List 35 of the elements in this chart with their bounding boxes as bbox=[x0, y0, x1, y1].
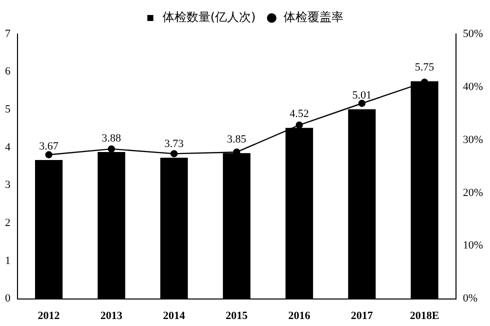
y-tick-label: 4 bbox=[5, 141, 11, 154]
y2-tick-label: 40% bbox=[462, 80, 484, 93]
x-tick-label: 2013 bbox=[100, 310, 123, 322]
data-label: 3.67 bbox=[39, 140, 59, 152]
point bbox=[108, 145, 116, 153]
y-tick-label: 7 bbox=[5, 28, 11, 40]
x-tick-label: 2012 bbox=[38, 310, 60, 322]
y2-tick-label: 10% bbox=[462, 240, 484, 252]
data-label: 5.01 bbox=[352, 90, 372, 102]
x-tick-label: 2017 bbox=[350, 310, 374, 322]
point bbox=[296, 121, 303, 129]
y2-tick-label: 50% bbox=[462, 28, 484, 40]
y-tick-label: 6 bbox=[5, 66, 11, 78]
y2-tick-label: 0% bbox=[462, 292, 478, 305]
x-tick-label: 2016 bbox=[288, 310, 311, 322]
point bbox=[45, 151, 52, 158]
x-tick-label: 2015 bbox=[226, 310, 248, 322]
x-tick-label: 2014 bbox=[163, 310, 186, 322]
x-tick-label: 2018E bbox=[410, 310, 440, 322]
data-label: 3.73 bbox=[164, 138, 184, 150]
point bbox=[170, 150, 178, 158]
y-tick-label: 5 bbox=[5, 104, 11, 116]
point bbox=[358, 100, 366, 107]
data-label: 4.52 bbox=[290, 108, 309, 120]
data-label: 3.88 bbox=[102, 132, 122, 144]
y-tick-label: 2 bbox=[5, 217, 10, 230]
legend-label: 体检数量(亿人次) bbox=[162, 10, 256, 24]
data-label: 5.75 bbox=[414, 62, 435, 74]
y2-tick-label: 20% bbox=[462, 186, 484, 199]
y-tick-label: 0 bbox=[5, 292, 11, 305]
y2-tick-label: 30% bbox=[462, 134, 484, 146]
data-label: 3.85 bbox=[227, 134, 247, 146]
y-tick-label: 1 bbox=[5, 254, 10, 267]
legend-label: 体检覆盖率 bbox=[284, 10, 344, 24]
y-tick-label: 3 bbox=[5, 179, 11, 192]
